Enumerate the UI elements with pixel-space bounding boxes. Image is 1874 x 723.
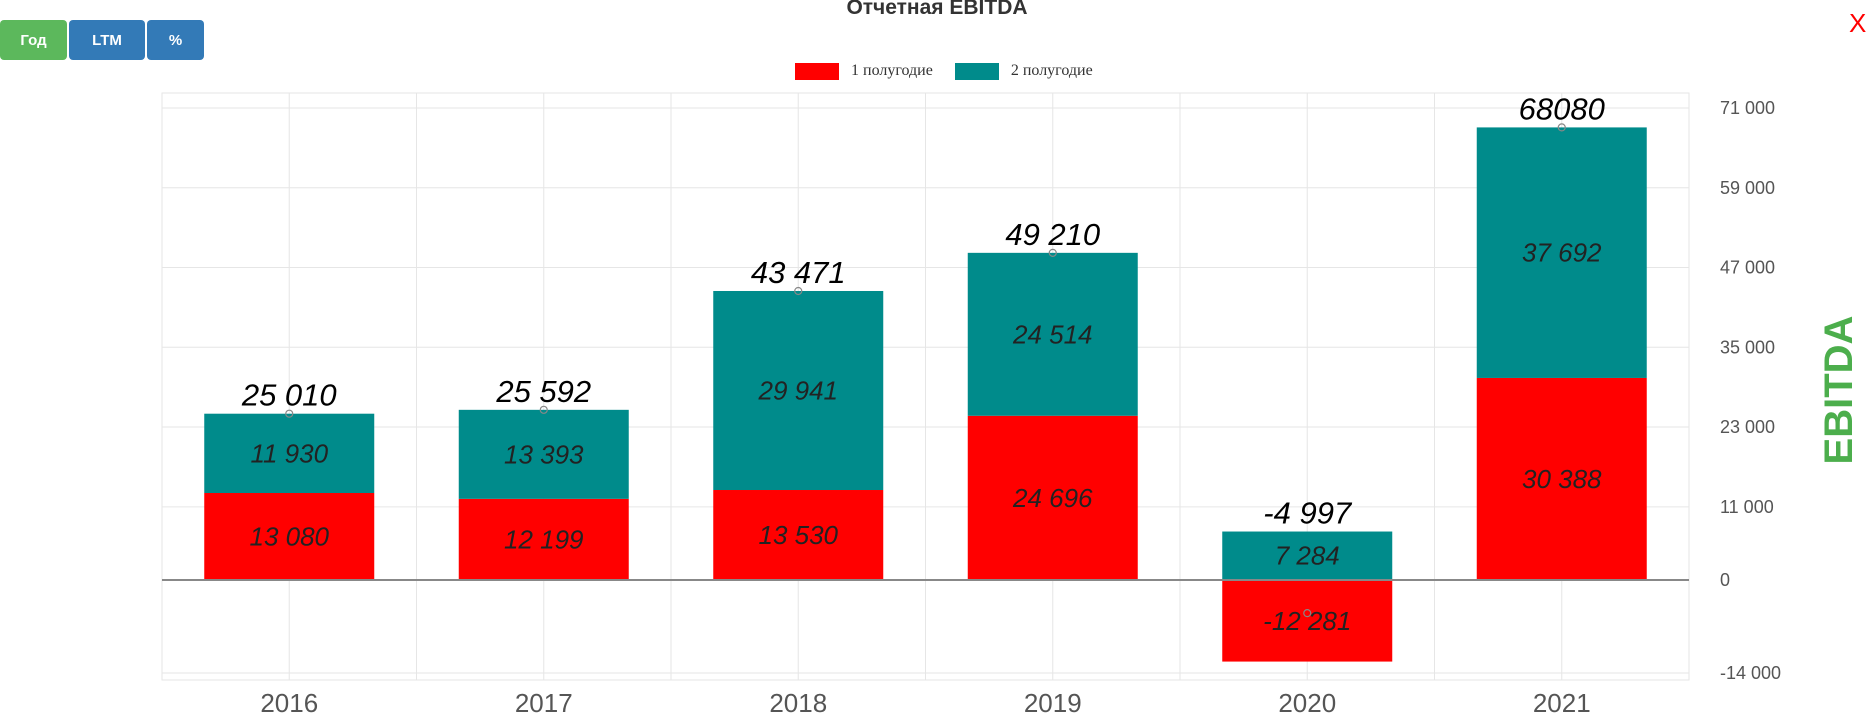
total-value-label: 43 471: [751, 255, 846, 290]
segment-value-label: 24 696: [1012, 483, 1093, 513]
grid-layer: [161, 92, 1690, 681]
bar-segment-h1-2017[interactable]: [458, 498, 629, 580]
bar-segment-h2-2016[interactable]: [204, 413, 375, 493]
x-tick-label: 2017: [515, 688, 573, 718]
legend-swatch-h1: [795, 62, 839, 80]
y-tick-label: 71 000: [1720, 98, 1775, 118]
bar-segment-h1-2020[interactable]: [1222, 579, 1393, 662]
y-tick-label: 35 000: [1720, 337, 1775, 357]
total-value-label: 25 592: [495, 374, 591, 409]
x-tick-label: 2021: [1533, 688, 1591, 718]
axis-layer: -14 000 0 11 000 23 000 35 000 47 000 59 000 71…: [162, 98, 1861, 718]
bars-layer: [204, 127, 1647, 662]
y-axis-title: EBITDA: [1817, 316, 1861, 465]
period-toolbar: Год LTM %: [0, 20, 204, 60]
total-marker: [1303, 609, 1312, 618]
total-marker: [539, 405, 548, 414]
bar-segment-h2-2017[interactable]: [458, 409, 629, 499]
total-marker: [285, 409, 294, 418]
segment-value-label: 13 080: [249, 521, 329, 551]
segment-value-label: 12 199: [504, 524, 584, 554]
y-tick-label: -14 000: [1720, 663, 1781, 683]
legend-label-h2: 2 полугодие: [1010, 62, 1093, 79]
bar-segment-h1-2021[interactable]: [1476, 377, 1647, 580]
bar-segment-h1-2019[interactable]: [967, 415, 1138, 580]
percent-button[interactable]: %: [147, 20, 204, 60]
chart-legend: 1 полугодие 2 полугодие: [795, 62, 1093, 80]
segment-value-label: 13 393: [504, 439, 584, 469]
legend-item-h1[interactable]: 1 полугодие: [795, 62, 933, 80]
total-marker: [1048, 248, 1057, 257]
x-tick-label: 2019: [1024, 688, 1082, 718]
segment-value-label: 7 284: [1275, 541, 1340, 571]
labels-layer: 13 080 11 930 25 010 12 199 13 393 25 592 13 5…: [241, 91, 1605, 635]
x-tick-label: 2016: [260, 688, 318, 718]
total-marker: [794, 286, 803, 296]
bar-segment-h2-2018[interactable]: [713, 290, 884, 491]
total-value-label: 49 210: [1005, 217, 1100, 252]
legend-item-h2[interactable]: 2 полугодие: [954, 62, 1093, 80]
segment-value-label: 11 930: [250, 438, 328, 468]
ltm-button[interactable]: LTM: [69, 20, 145, 60]
bar-segment-h1-2016[interactable]: [204, 492, 375, 580]
y-tick-label: 0: [1720, 570, 1730, 590]
y-tick-label: 23 000: [1720, 417, 1775, 437]
close-icon[interactable]: X: [1849, 8, 1867, 38]
total-marker: [1557, 123, 1566, 132]
segment-value-label: 30 388: [1522, 464, 1602, 494]
segment-value-label: 13 530: [758, 520, 838, 550]
chart-title: Отчетная EBITDA: [846, 0, 1028, 19]
y-tick-label: 59 000: [1720, 178, 1775, 198]
legend-label-h1: 1 полугодие: [851, 62, 933, 79]
total-value-label: -4 997: [1263, 496, 1353, 531]
y-tick-label: 47 000: [1720, 258, 1775, 278]
total-value-label: 25 010: [241, 378, 337, 413]
bar-segment-h2-2019[interactable]: [967, 252, 1138, 416]
bar-segment-h1-2018[interactable]: [713, 490, 884, 580]
segment-value-label: 24 514: [1012, 319, 1093, 349]
x-tick-label: 2020: [1278, 688, 1336, 718]
total-value-label: 68080: [1519, 91, 1605, 126]
segment-value-label: 37 692: [1522, 238, 1602, 268]
segment-value-label: -12 281: [1263, 606, 1351, 636]
x-tick-label: 2018: [769, 688, 827, 718]
year-button[interactable]: Год: [0, 20, 67, 60]
legend-swatch-h2: [954, 62, 999, 80]
segment-value-label: 29 941: [757, 375, 838, 405]
y-tick-label: 11 000: [1720, 497, 1774, 517]
bar-segment-h2-2020[interactable]: [1222, 531, 1393, 580]
bar-segment-h2-2021[interactable]: [1476, 127, 1647, 378]
